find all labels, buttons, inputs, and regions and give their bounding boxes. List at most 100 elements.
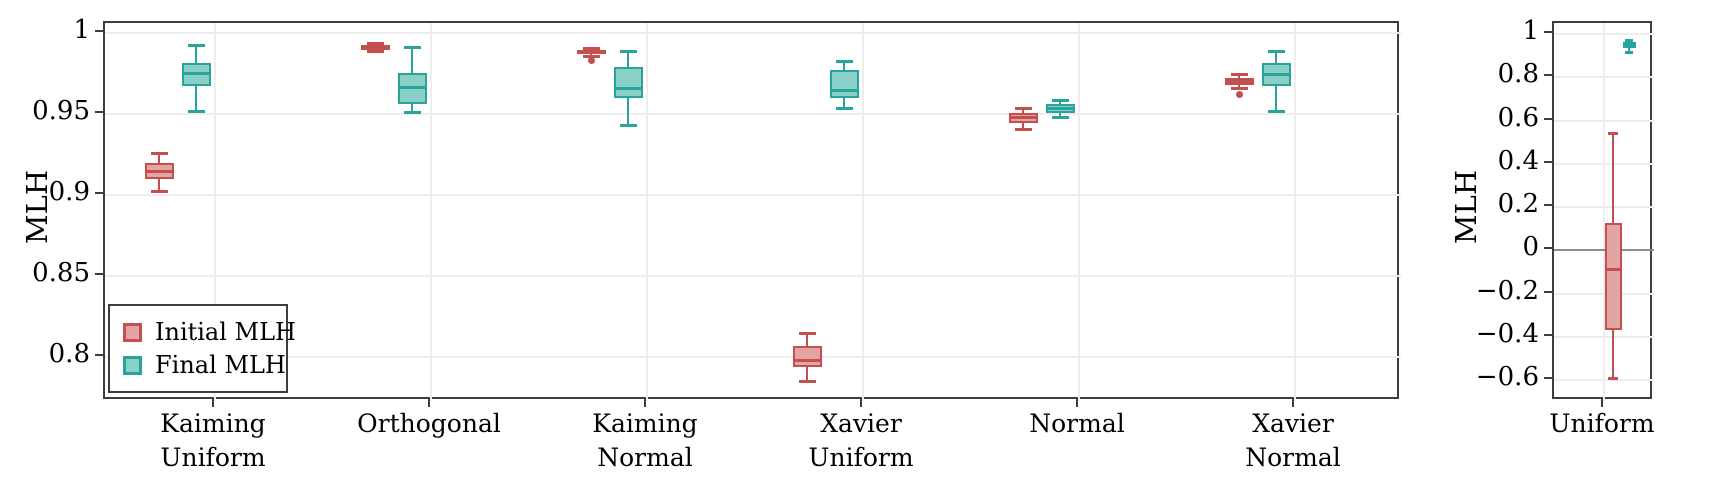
whisker-cap-top [582, 46, 600, 50]
v-gridline [862, 23, 864, 401]
v-gridline [214, 23, 216, 401]
whisker-cap-top [1267, 49, 1285, 53]
x-tick-label: Kaiming Uniform [160, 409, 266, 472]
legend-label: Initial MLH [155, 318, 296, 346]
whisker-cap-bottom [366, 49, 384, 53]
whisker-cap-bottom [835, 107, 853, 111]
h-gridline [105, 193, 1401, 196]
whisker-cap-top [366, 41, 384, 45]
median-line [1622, 43, 1636, 47]
y-tick-mark [95, 191, 103, 194]
whisker-cap-bottom [1230, 87, 1248, 91]
h-gridline [105, 31, 1401, 34]
y-tick-mark [95, 354, 103, 357]
left-boxplot-panel [103, 21, 1401, 401]
y-tick-label: 0.4 [1497, 145, 1539, 176]
v-gridline [430, 23, 432, 401]
whisker-cap-bottom [1051, 116, 1069, 120]
y-tick-label: 0.85 [32, 257, 90, 288]
whisker-cap-top [403, 45, 421, 49]
y-tick-mark [1544, 160, 1552, 163]
whisker-cap-top [798, 332, 816, 336]
whisker-cap-bottom [1608, 376, 1618, 380]
whisker-cap-bottom [403, 110, 421, 114]
whisker-cap-top [1014, 107, 1032, 111]
whisker-cap-bottom [798, 380, 816, 384]
y-tick-mark [1544, 204, 1552, 207]
whisker-cap-top [1625, 39, 1633, 43]
whisker-cap-top [1051, 98, 1069, 102]
y-tick-label: 0.8 [48, 338, 90, 369]
y-tick-label: 0.95 [32, 95, 90, 126]
y-tick-label: −0.2 [1475, 275, 1539, 306]
y-tick-label: 0.9 [48, 176, 90, 207]
x-tick-mark [1601, 399, 1603, 407]
y-tick-mark [1544, 290, 1552, 293]
median-line [1604, 268, 1622, 272]
whisker-cap-bottom [1014, 127, 1032, 131]
x-tick-mark [1076, 399, 1078, 407]
median-line [1261, 72, 1291, 76]
median-line [792, 358, 822, 362]
v-gridline [646, 23, 648, 401]
x-tick-mark [1292, 399, 1294, 407]
median-line [1224, 79, 1254, 83]
y-tick-label: 0.6 [1497, 102, 1539, 133]
x-tick-label: Xavier Uniform [808, 409, 914, 472]
zero-line [1554, 249, 1654, 252]
y-tick-mark [1544, 333, 1552, 336]
y-tick-mark [1544, 31, 1552, 34]
y-tick-mark [1544, 74, 1552, 77]
box-final [829, 70, 859, 98]
whisker-cap-bottom [582, 54, 600, 58]
x-tick-mark [428, 399, 430, 407]
whisker-cap-bottom [187, 109, 205, 113]
final-mlh-swatch-icon [123, 355, 142, 375]
whisker-cap-bottom [150, 190, 168, 194]
right-boxplot-panel [1552, 21, 1654, 401]
y-tick-mark [1544, 117, 1552, 120]
legend-item-final: Final MLH [123, 353, 286, 377]
legend: Initial MLH Final MLH [108, 304, 296, 393]
median-line [576, 50, 606, 54]
initial-mlh-swatch-icon [123, 322, 142, 342]
x-tick-mark [860, 399, 862, 407]
whisker-cap-bottom [619, 123, 637, 127]
h-gridline [105, 275, 1401, 278]
outlier-point [1235, 90, 1243, 98]
v-gridline [1603, 23, 1605, 401]
x-tick-label: Uniform [1549, 409, 1655, 438]
median-line [360, 45, 390, 49]
median-line [144, 169, 174, 173]
x-tick-label: Kaiming Normal [592, 409, 698, 472]
whisker-cap-top [1230, 73, 1248, 77]
median-line [1045, 107, 1075, 111]
median-line [829, 88, 859, 92]
y-tick-label: −0.4 [1475, 318, 1539, 349]
y-tick-label: 1 [73, 14, 90, 45]
h-gridline [105, 112, 1401, 115]
y-tick-mark [1544, 377, 1552, 380]
y-tick-mark [95, 29, 103, 32]
y-tick-label: 0 [1522, 232, 1539, 263]
whisker-cap-top [187, 44, 205, 48]
box-final [613, 66, 643, 98]
median-line [397, 86, 427, 90]
y-tick-label: 0.2 [1497, 188, 1539, 219]
v-gridline [1294, 23, 1296, 401]
whisker-cap-top [835, 60, 853, 64]
median-line [613, 87, 643, 91]
outlier-point [587, 56, 595, 64]
y-tick-mark [1544, 247, 1552, 250]
y-tick-label: 1 [1522, 15, 1539, 46]
box-initial [1604, 223, 1622, 331]
median-line [1008, 116, 1038, 120]
v-gridline [1078, 23, 1080, 401]
x-tick-label: Orthogonal [357, 409, 501, 438]
whisker-cap-top [150, 152, 168, 156]
y-tick-mark [95, 273, 103, 276]
whisker-cap-top [1608, 132, 1618, 136]
whisker-cap-bottom [1625, 50, 1633, 54]
x-tick-label: Xavier Normal [1245, 409, 1341, 472]
